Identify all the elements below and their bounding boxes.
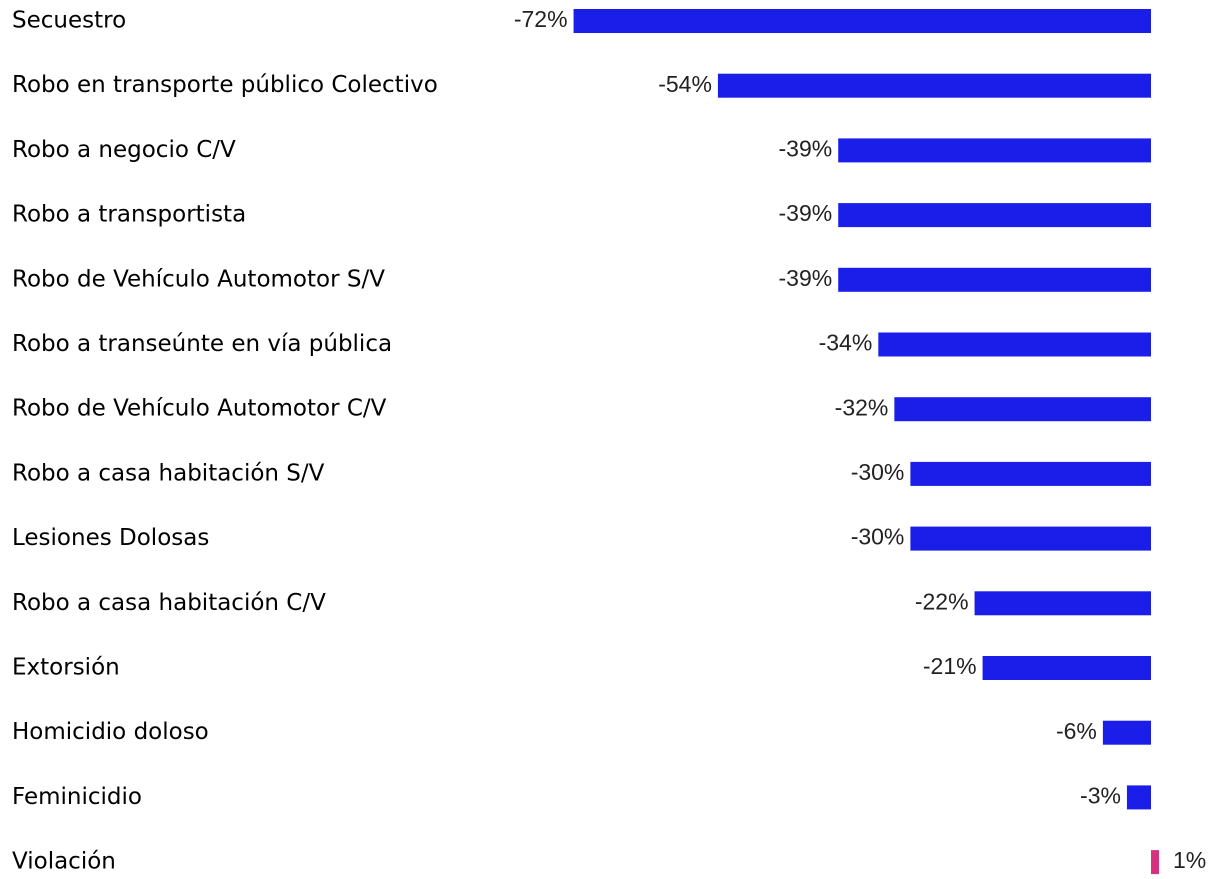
bar <box>838 203 1151 228</box>
bar <box>838 267 1151 292</box>
bar <box>878 332 1151 357</box>
value-label: -3% <box>1080 782 1121 808</box>
value-label: -30% <box>851 459 905 485</box>
value-label: -72% <box>514 6 568 32</box>
category-label: Robo de Vehículo Automotor C/V <box>12 396 387 422</box>
value-label: -6% <box>1056 718 1097 744</box>
category-label: Homicidio doloso <box>12 719 209 745</box>
bar <box>910 526 1151 551</box>
bar <box>573 9 1151 33</box>
category-label: Robo a casa habitación C/V <box>12 590 326 616</box>
bar <box>838 138 1151 163</box>
category-label: Robo a casa habitación S/V <box>12 460 325 486</box>
category-label: Robo de Vehículo Automotor S/V <box>12 266 385 292</box>
bar <box>974 591 1151 616</box>
bar <box>894 397 1151 422</box>
category-label: Robo a transportista <box>12 202 246 228</box>
value-label: -39% <box>779 135 833 161</box>
category-label: Lesiones Dolosas <box>12 525 209 551</box>
value-label: -32% <box>835 394 889 420</box>
category-label: Extorsión <box>12 655 120 681</box>
bar <box>910 461 1151 486</box>
category-label: Violación <box>12 849 116 875</box>
category-label: Robo a negocio C/V <box>12 137 236 163</box>
value-label: -39% <box>779 265 833 291</box>
value-label: -30% <box>851 524 905 550</box>
category-label: Robo a transeúnte en vía pública <box>12 331 392 357</box>
value-label: -54% <box>658 71 712 97</box>
bar <box>1151 850 1160 875</box>
category-label: Robo en transporte público Colectivo <box>12 72 438 98</box>
category-label: Feminicidio <box>12 784 142 810</box>
value-label: -39% <box>779 200 833 226</box>
bar <box>717 73 1151 98</box>
category-label: Secuestro <box>12 8 126 34</box>
value-label: 1% <box>1173 847 1206 873</box>
bar <box>1102 720 1151 745</box>
value-label: -34% <box>819 330 873 356</box>
value-label: -21% <box>923 653 977 679</box>
bar <box>1126 785 1151 810</box>
value-label: -22% <box>915 588 969 614</box>
bar <box>982 656 1151 680</box>
